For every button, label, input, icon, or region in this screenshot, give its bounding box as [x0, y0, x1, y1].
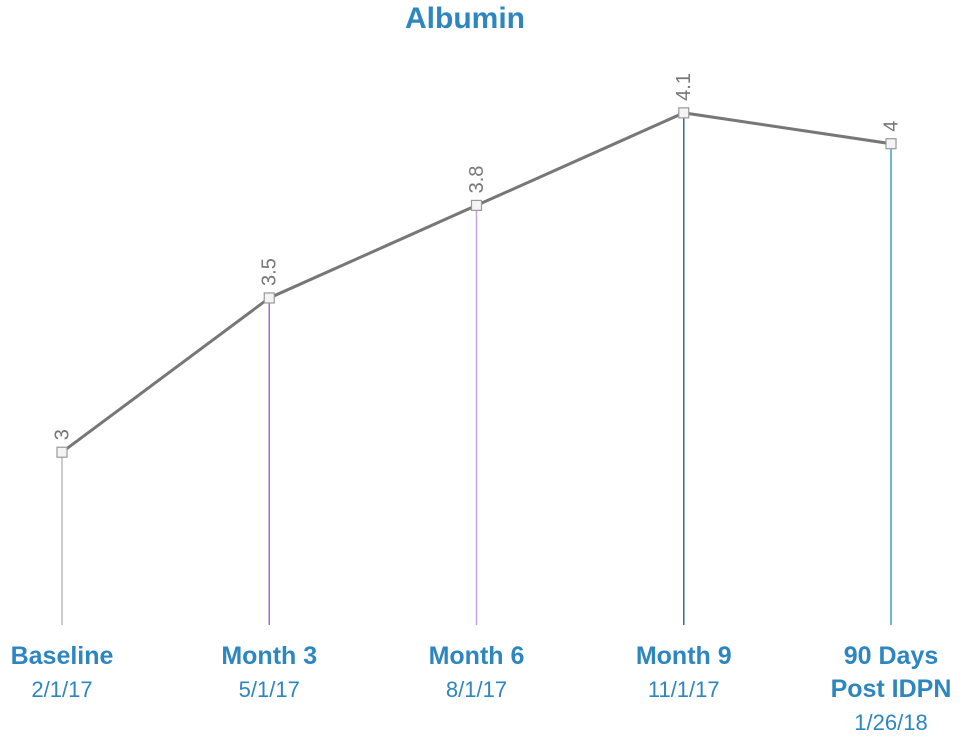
value-label: 4.1	[673, 73, 695, 101]
value-label: 3	[51, 429, 73, 440]
x-tick-date: 1/26/18	[854, 710, 928, 735]
x-tick-label: Month 3	[221, 642, 318, 670]
point-marker	[885, 138, 897, 150]
value-label: 3.8	[466, 166, 488, 194]
x-category: Baseline 2/1/17	[0, 640, 131, 706]
x-tick-label: Month 6	[428, 642, 525, 670]
value-label: 4	[880, 121, 902, 132]
x-category: Month 9 11/1/17	[615, 640, 753, 706]
point-marker	[56, 446, 68, 458]
point-marker	[678, 107, 690, 119]
x-tick-date: 11/1/17	[647, 677, 720, 702]
x-category: Month 6 8/1/17	[408, 640, 546, 706]
x-tick-label: 90 Days Post IDPN	[830, 642, 952, 703]
x-category: Month 3 5/1/17	[200, 640, 338, 706]
x-tick-date: 5/1/17	[238, 677, 300, 702]
point-marker	[470, 199, 483, 212]
x-tick-date: 8/1/17	[445, 677, 508, 702]
x-tick-label: Baseline	[10, 642, 114, 670]
x-tick-label: Month 9	[635, 642, 732, 670]
x-category: 90 Days Post IDPN 1/26/18	[822, 640, 960, 739]
chart-title: Albumin	[405, 2, 525, 35]
value-label: 3.5	[259, 258, 281, 286]
x-tick-date: 2/1/17	[31, 677, 93, 702]
point-marker	[263, 292, 275, 304]
